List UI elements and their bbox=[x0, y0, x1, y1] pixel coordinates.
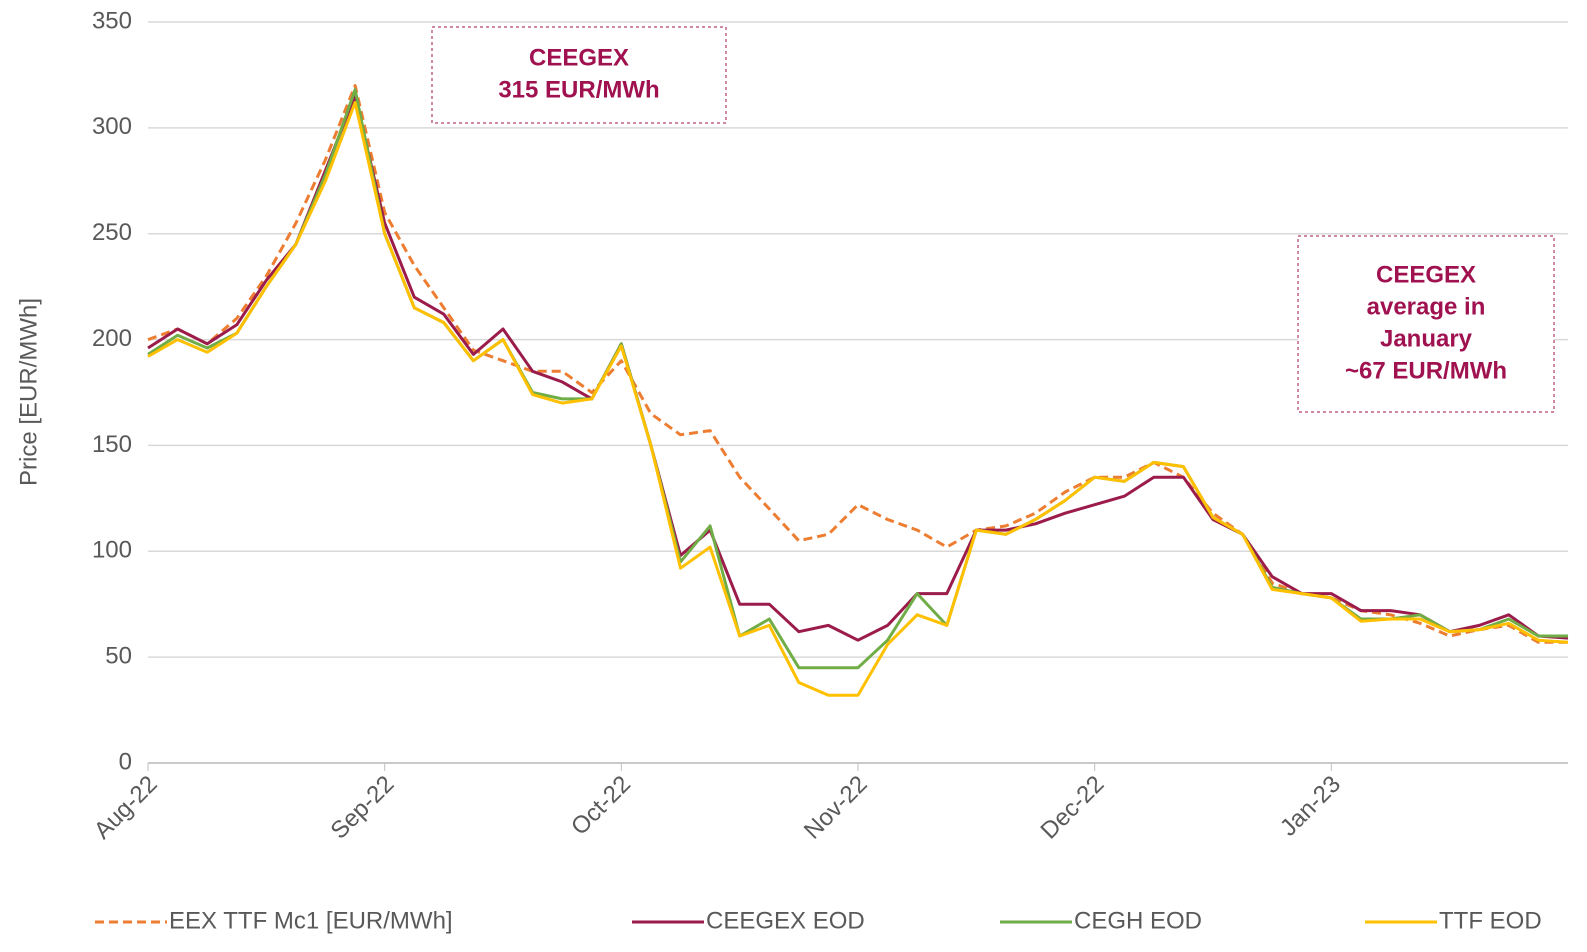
legend-label: TTF EOD bbox=[1439, 907, 1542, 934]
annotation-text: CEEGEX bbox=[529, 44, 629, 71]
legend-label: CEGH EOD bbox=[1074, 907, 1202, 934]
x-tick-label: Nov-22 bbox=[799, 771, 873, 845]
y-tick-label: 0 bbox=[119, 748, 132, 775]
x-tick-label: Dec-22 bbox=[1036, 771, 1110, 845]
line-series bbox=[147, 101, 1569, 697]
annotation-box bbox=[1297, 235, 1555, 413]
annotation-text: 315 EUR/MWh bbox=[498, 76, 659, 103]
y-tick-label: 100 bbox=[92, 537, 132, 564]
y-tick-label: 350 bbox=[92, 7, 132, 34]
line-series bbox=[147, 84, 1568, 644]
x-tick-label: Aug-22 bbox=[89, 771, 163, 845]
annotation-text: January bbox=[1380, 325, 1473, 352]
annotation-text: average in bbox=[1367, 293, 1486, 320]
annotation-box bbox=[431, 26, 727, 124]
y-axis-label: Price [EUR/MWh] bbox=[15, 298, 42, 486]
x-tick-label: Oct-22 bbox=[566, 771, 636, 841]
y-tick-label: 150 bbox=[92, 431, 132, 458]
y-tick-label: 200 bbox=[92, 325, 132, 352]
legend-label: CEEGEX EOD bbox=[706, 907, 865, 934]
x-tick-label: Jan-23 bbox=[1275, 771, 1346, 842]
y-tick-label: 50 bbox=[105, 642, 132, 669]
annotation-text: ~67 EUR/MWh bbox=[1345, 357, 1507, 384]
y-tick-label: 250 bbox=[92, 219, 132, 246]
legend-label: EEX TTF Mc1 [EUR/MWh] bbox=[169, 907, 453, 934]
x-tick-label: Sep-22 bbox=[326, 771, 400, 845]
annotation-text: CEEGEX bbox=[1376, 261, 1476, 288]
y-tick-label: 300 bbox=[92, 113, 132, 140]
line-series bbox=[147, 94, 1569, 642]
